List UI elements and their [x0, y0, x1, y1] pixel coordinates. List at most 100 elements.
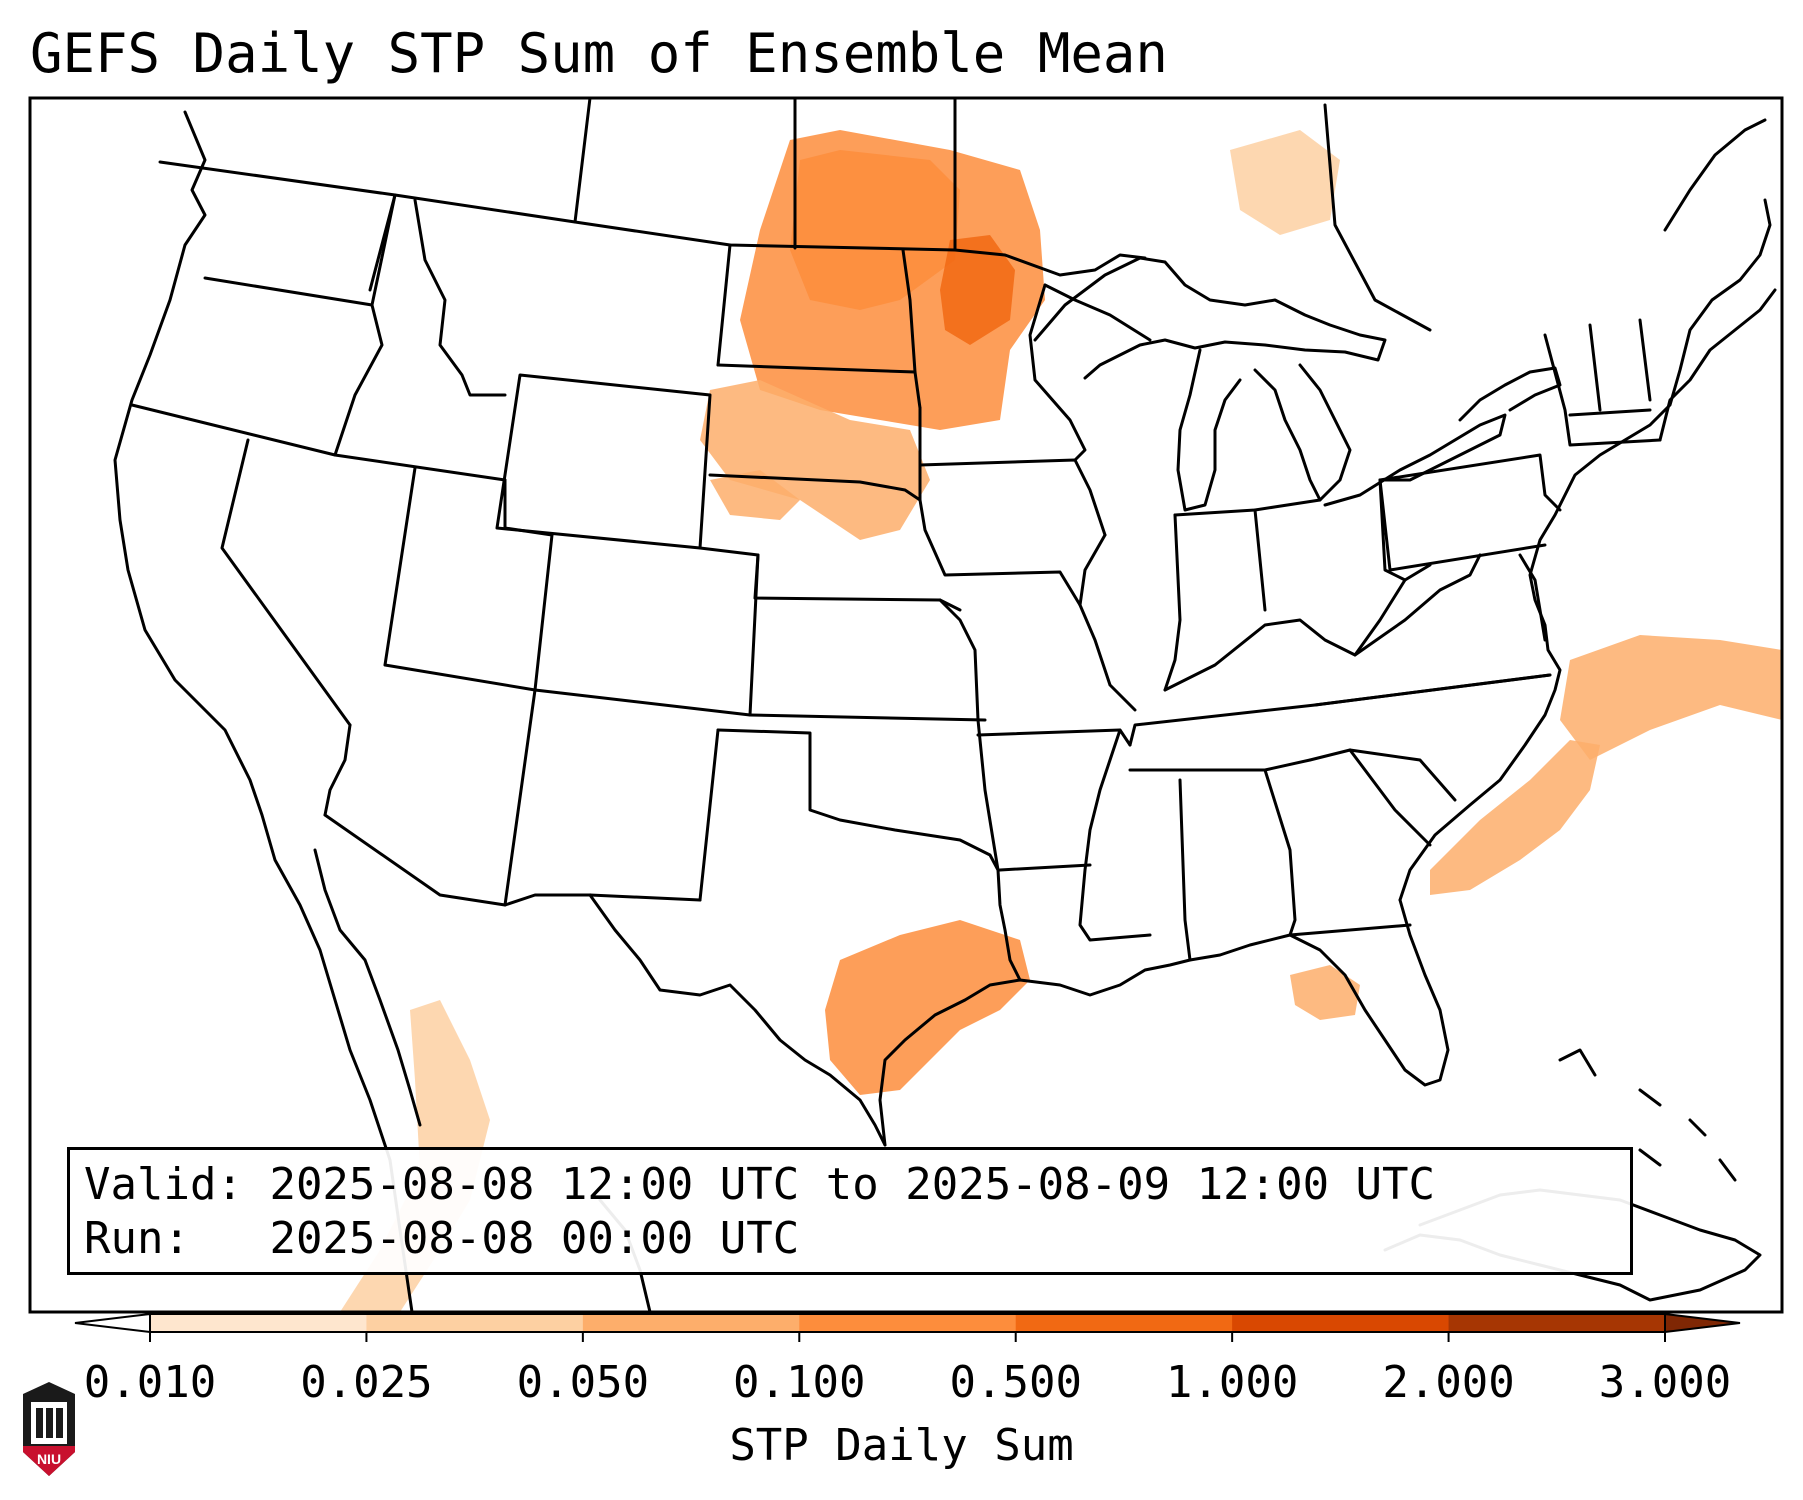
island: [1638, 1148, 1662, 1167]
state-border: [1263, 768, 1297, 937]
lake-shore: [1253, 363, 1352, 502]
map-frame: [28, 96, 1784, 1314]
state-border: [130, 403, 337, 457]
state-border: [938, 598, 980, 722]
state-border: [1128, 758, 1312, 772]
colorbar-label: STP Daily Sum: [729, 1420, 1074, 1471]
state-border: [503, 893, 702, 907]
stp-region-south-dakota: [700, 380, 930, 540]
colorbar: [74, 1312, 1741, 1342]
colorbar-segment: [1448, 1314, 1666, 1332]
colorbar-tick-label: 1.000: [1165, 1357, 1299, 1408]
lake-shore: [1323, 413, 1507, 507]
state-border: [333, 303, 384, 457]
state-border: [976, 728, 1132, 747]
stp-region-mexico-west: [340, 1000, 490, 1312]
info-box: Valid: 2025-08-08 12:00 UTC to 2025-08-0…: [67, 1147, 1633, 1275]
stp-region-north-dakota-core: [790, 150, 960, 310]
valid-value: 2025-08-08 12:00 UTC to 2025-08-09 12:00…: [269, 1159, 1436, 1210]
state-border: [1078, 728, 1152, 942]
state-border: [383, 466, 417, 667]
colorbar-tick-label: 3.000: [1598, 1357, 1732, 1408]
colorbar-segment: [366, 1314, 584, 1332]
state-border: [1078, 533, 1107, 607]
province-border: [1323, 103, 1432, 332]
lake-shore: [1033, 256, 1387, 380]
state-border: [1253, 508, 1267, 612]
stp-region-minnesota-core: [940, 235, 1015, 345]
stp-region-ontario: [1230, 130, 1340, 235]
state-border: [716, 728, 1000, 872]
page-title: GEFS Daily STP Sum of Ensemble Mean: [30, 22, 1168, 85]
niu-logo: NIU: [23, 1382, 75, 1476]
stp-region-mid-atlantic-offshore: [1560, 635, 1782, 760]
state-border: [370, 193, 397, 307]
colorbar-segment: [582, 1314, 800, 1332]
stp-fill-layer: [340, 130, 1782, 1312]
state-border: [901, 248, 922, 410]
colorbar-tick-label: 0.500: [949, 1357, 1082, 1408]
state-border: [1288, 923, 1412, 937]
state-border: [1178, 778, 1192, 962]
island: [1638, 1088, 1662, 1107]
svg-text:NIU: NIU: [37, 1451, 61, 1467]
state-border: [1308, 748, 1457, 802]
state-border: [503, 478, 554, 537]
coastline: [313, 848, 422, 1127]
us-canada-border: [158, 160, 1147, 277]
colorbar-tick-label: 0.050: [516, 1357, 650, 1408]
state-border: [1378, 478, 1432, 582]
state-border: [413, 198, 507, 397]
state-border: [1043, 283, 1152, 342]
stp-region-florida-panhandle: [1290, 965, 1360, 1020]
state-border: [533, 688, 752, 717]
province-border: [573, 98, 592, 224]
colorbar-over-arrow: [1664, 1312, 1741, 1334]
colorbar-segment: [1232, 1314, 1450, 1332]
state-border: [1128, 673, 1552, 747]
run-label: Run:: [84, 1213, 190, 1264]
colorbar-tick-label: 0.025: [300, 1357, 433, 1408]
state-border: [698, 728, 720, 902]
island: [1718, 1158, 1737, 1182]
state-border: [383, 663, 537, 692]
state-border: [918, 458, 1107, 537]
stp-region-east-texas-louisiana: [825, 920, 1030, 1095]
state-border: [203, 276, 374, 307]
state-border: [323, 723, 352, 817]
state-border: [1163, 513, 1182, 692]
state-border: [1568, 408, 1652, 417]
colorbar-tick-label: 0.100: [733, 1357, 866, 1408]
state-border: [708, 473, 922, 502]
valid-label: Valid:: [84, 1159, 243, 1210]
island: [1688, 1118, 1707, 1137]
island: [1558, 1048, 1597, 1077]
state-border: [495, 373, 712, 550]
state-border: [996, 868, 1022, 982]
state-border: [1163, 578, 1407, 692]
state-border: [716, 363, 917, 374]
colorbar-outline: [149, 1313, 1666, 1333]
state-border: [1378, 453, 1562, 512]
state-border: [748, 713, 987, 722]
colorbar-under-arrow: [74, 1312, 151, 1334]
state-border: [1173, 498, 1322, 517]
state-border: [1028, 283, 1087, 462]
state-border: [503, 688, 537, 907]
us-mexico-border: [323, 813, 507, 907]
lake-shore: [1458, 366, 1562, 422]
state-border: [220, 438, 352, 727]
state-border: [998, 863, 1092, 872]
state-border: [1378, 478, 1547, 572]
coastline: [113, 110, 414, 1312]
run-value: 2025-08-08 00:00 UTC: [269, 1213, 800, 1264]
colorbar-segment: [150, 1314, 367, 1332]
state-border: [533, 533, 554, 692]
colorbar-tick-label: 0.010: [83, 1357, 217, 1408]
colorbar-tick-label: 2.000: [1382, 1357, 1515, 1408]
coastline: [1658, 288, 1777, 442]
coastline: [1518, 553, 1547, 642]
boundary-lines: [113, 98, 1777, 1312]
coastline: [878, 898, 1450, 1147]
